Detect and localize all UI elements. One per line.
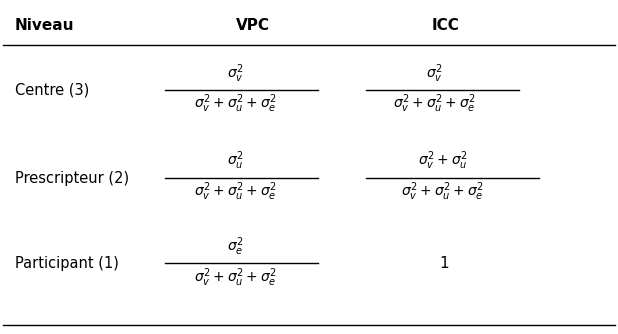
Text: Centre (3): Centre (3) [15, 82, 89, 97]
Text: VPC: VPC [235, 18, 269, 33]
Text: $\sigma_e^2$: $\sigma_e^2$ [227, 235, 244, 258]
Text: $\sigma_v^2$: $\sigma_v^2$ [227, 62, 244, 85]
Text: Participant (1): Participant (1) [15, 257, 119, 272]
Text: 1: 1 [439, 257, 449, 272]
Text: Niveau: Niveau [15, 18, 75, 33]
Text: $\sigma_v^2 + \sigma_u^2 + \sigma_e^2$: $\sigma_v^2 + \sigma_u^2 + \sigma_e^2$ [194, 267, 277, 289]
Text: $\sigma_v^2 + \sigma_u^2 + \sigma_e^2$: $\sigma_v^2 + \sigma_u^2 + \sigma_e^2$ [194, 180, 277, 203]
Text: $\sigma_v^2$: $\sigma_v^2$ [426, 62, 443, 85]
Text: $\sigma_u^2$: $\sigma_u^2$ [227, 150, 244, 172]
Text: ICC: ICC [431, 18, 459, 33]
Text: $\sigma_v^2 + \sigma_u^2$: $\sigma_v^2 + \sigma_u^2$ [418, 150, 467, 172]
Text: Prescripteur (2): Prescripteur (2) [15, 171, 129, 186]
Text: $\sigma_v^2 + \sigma_u^2 + \sigma_e^2$: $\sigma_v^2 + \sigma_u^2 + \sigma_e^2$ [401, 180, 484, 203]
Text: $\sigma_v^2 + \sigma_u^2 + \sigma_e^2$: $\sigma_v^2 + \sigma_u^2 + \sigma_e^2$ [194, 93, 277, 115]
Text: $\sigma_v^2 + \sigma_u^2 + \sigma_e^2$: $\sigma_v^2 + \sigma_u^2 + \sigma_e^2$ [393, 93, 476, 115]
